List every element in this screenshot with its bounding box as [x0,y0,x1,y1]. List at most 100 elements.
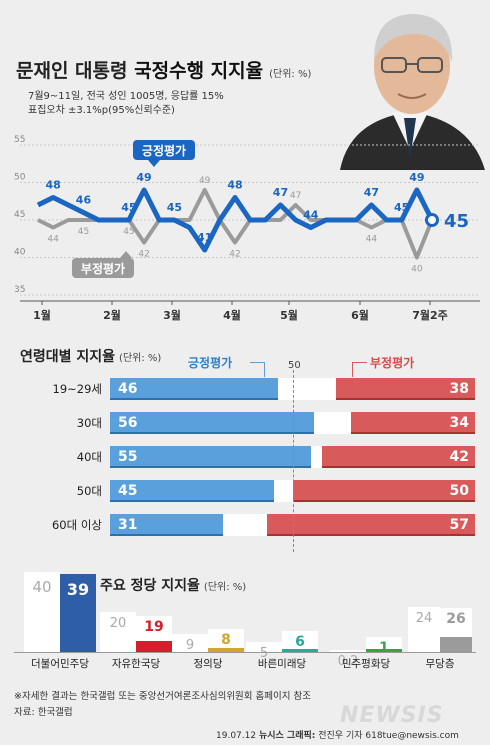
credit-author: 전진우 기자 618tue@newsis.com [318,731,459,741]
party-title-unit: (단위: %) [203,582,247,593]
party-current-bar [208,628,244,652]
age-title-text: 연령대별 지지율 [20,349,116,365]
party-category-label: 바른미래당 [257,658,307,670]
age-positive-value: 31 [118,517,138,533]
party-prev-bar [172,634,208,652]
positive-data-label: 46 [76,194,92,207]
y-tick-label: 35 [14,285,25,295]
age-positive-value: 56 [118,415,138,431]
age-negative-value: 38 [449,381,469,397]
party-category-label: 민주평화당 [341,658,391,670]
age-positive-value: 46 [118,381,138,397]
party-prev-bar [100,612,136,652]
positive-data-label: 45 [444,211,469,232]
x-tick-label: 4월 [223,308,241,322]
credit-date: 19.07.12 [216,731,257,741]
party-prev-value: 5 [259,646,269,661]
party-current-value: 26 [446,611,466,627]
title-highlight: 국정수행 지지율 [134,60,264,82]
y-tick-label: 40 [14,248,26,258]
party-current-bar [60,574,96,652]
x-tick-label: 6월 [351,308,369,322]
positive-data-label: 49 [409,171,424,184]
age-positive-bar [110,378,278,400]
age-category-label: 50대 [76,484,102,498]
party-current-bar [136,616,172,652]
age-negative-bar [321,446,475,468]
age-category-label: 40대 [76,450,102,464]
x-tick-label: 1월 [33,308,51,322]
midline-50 [292,370,294,552]
positive-data-label: 41 [197,231,212,244]
party-category-label: 정의당 [193,658,223,670]
newsis-watermark: NEWSIS [340,703,444,728]
legend-positive-connector [250,362,265,377]
negative-data-label: 49 [199,176,211,186]
party-prev-value: 0.2 [337,654,359,669]
positive-data-label: 48 [227,179,242,192]
party-prev-bar [246,642,282,652]
age-negative-bar [292,480,475,502]
negative-series-tag: 부정평가 [72,251,134,278]
survey-info: 7월9~11일, 전국 성인 1005명, 응답률 15% 표집오차 ±3.1%… [28,90,224,118]
age-negative-bar [336,378,475,400]
party-current-value: 19 [144,619,164,636]
credit-agency: 뉴시스 그래픽: [258,731,316,741]
negative-data-label: 42 [229,250,240,260]
party-prev-value: 24 [415,611,433,626]
legend-negative: 부정평가 [370,356,415,370]
footer-credit: 19.07.12 뉴시스 그래픽: 전진우 기자 618tue@newsis.c… [216,728,459,741]
age-title-unit: (단위: %) [119,353,162,364]
party-current-value: 8 [221,631,231,648]
party-prev-value: 9 [185,638,195,653]
negative-data-label: 44 [366,235,378,245]
party-prev-bar [24,572,60,652]
age-positive-bar [110,480,275,502]
age-positive-value: 55 [118,449,138,465]
negative-data-label: 45 [123,227,134,237]
age-negative-bar [266,514,475,536]
party-current-bar [282,631,318,652]
age-positive-bar [110,412,315,434]
x-tick-label: 7월2주 [412,308,448,322]
party-current-value: 39 [66,580,90,599]
age-positive-bar [110,514,224,536]
party-category-label: 더불어민주당 [31,658,89,670]
positive-last-point [425,213,439,227]
positive-data-label: 45 [121,201,136,214]
x-tick-label: 2월 [103,308,121,322]
negative-data-label: 42 [138,250,149,260]
positive-data-label: 45 [394,201,409,214]
president-portrait [330,0,490,170]
x-tick-label: 3월 [163,308,181,322]
title-prefix: 문재인 대통령 [16,60,128,82]
age-positive-bar [110,446,311,468]
age-negative-value: 42 [449,449,469,465]
y-tick-label: 50 [14,173,26,183]
y-tick-label: 45 [14,210,25,220]
party-section-title: 주요 정당 지지율 (단위: %) [100,575,246,595]
party-category-label: 자유한국당 [111,658,161,670]
positive-data-label: 45 [167,201,182,214]
positive-data-label: 48 [45,179,60,192]
party-current-bar [366,636,402,652]
legend-positive: 긍정평가 [188,356,233,370]
age-category-label: 30대 [76,416,102,430]
footer-source: 자료: 한국갤럽 [14,707,73,718]
party-current-value: 6 [295,634,305,651]
party-title-text: 주요 정당 지지율 [100,578,200,594]
negative-data-label: 44 [47,235,59,245]
negative-data-label: 47 [290,191,301,201]
age-negative-value: 34 [449,415,469,431]
positive-data-label: 47 [364,186,379,199]
survey-line-2: 표집오차 ±3.1%p(95%신뢰수준) [28,105,175,116]
party-prev-bar [330,650,366,652]
age-category-label: 19~29세 [52,382,102,396]
legend-negative-connector [352,362,367,377]
age-category-label: 60대 이상 [51,518,102,532]
approval-line-chart: 35 40 45 50 55 1월 2월 3월 4월 5월 6월 7월2주 48 46 45 49 45 41 48… [14,135,480,322]
age-positive-value: 45 [118,483,138,499]
positive-series-line [36,187,435,253]
